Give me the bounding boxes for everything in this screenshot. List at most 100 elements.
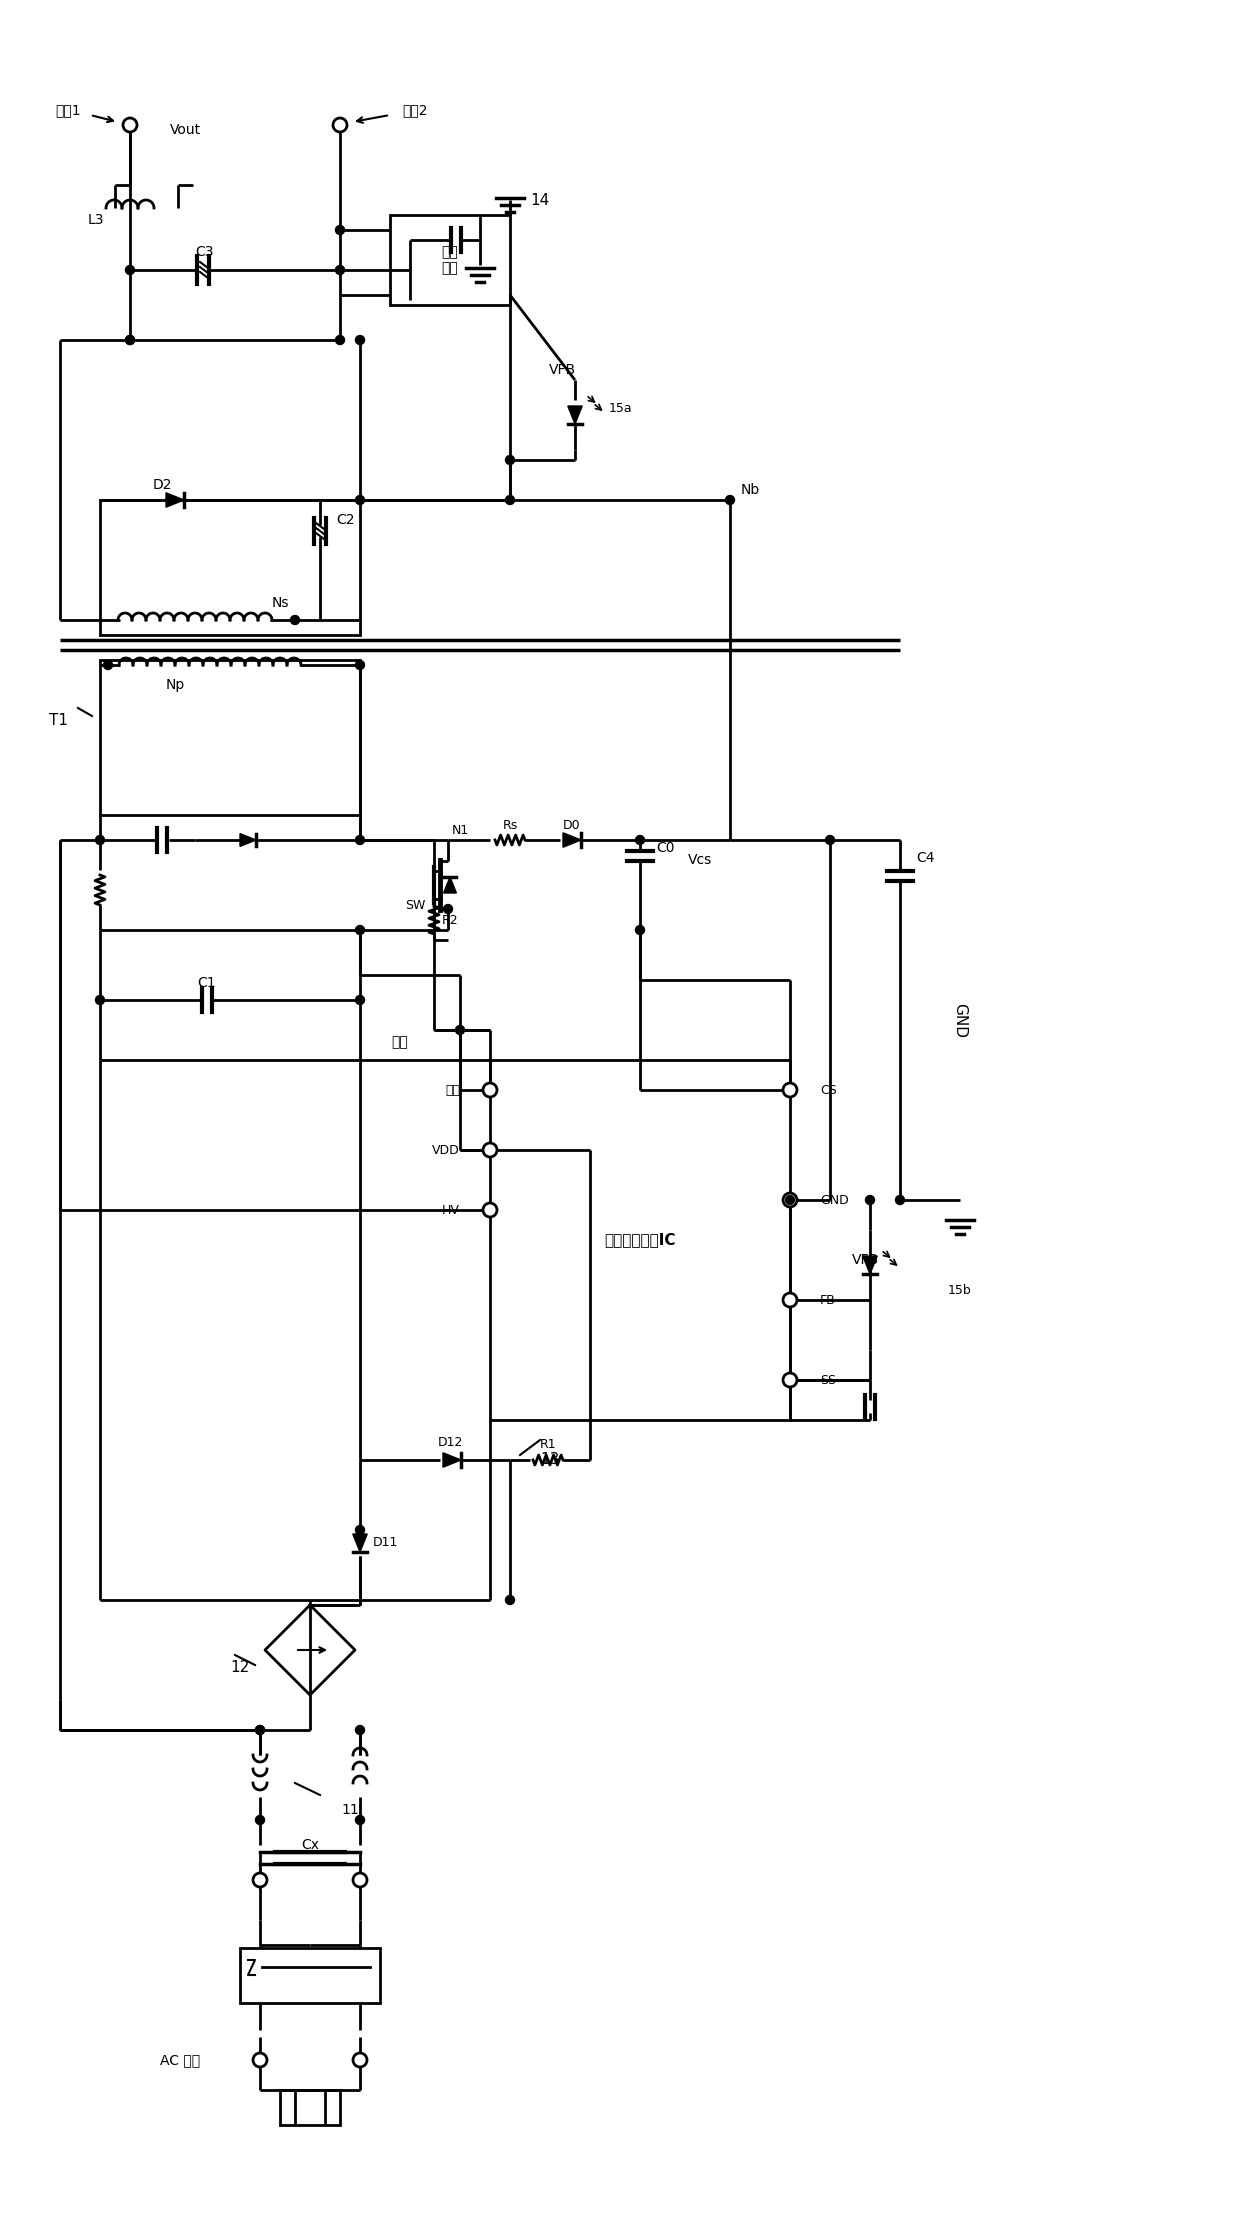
Text: C4: C4 xyxy=(916,850,934,866)
Circle shape xyxy=(356,661,365,670)
Text: C1: C1 xyxy=(197,975,216,991)
Circle shape xyxy=(444,904,453,913)
Text: Ns: Ns xyxy=(272,597,289,610)
Circle shape xyxy=(866,1195,874,1204)
Circle shape xyxy=(636,926,645,935)
Text: HV: HV xyxy=(443,1204,460,1215)
Circle shape xyxy=(782,1293,797,1307)
Text: 13: 13 xyxy=(541,1454,559,1467)
Circle shape xyxy=(336,225,345,234)
Text: Nb: Nb xyxy=(740,483,760,496)
Circle shape xyxy=(356,1525,365,1534)
Text: 14: 14 xyxy=(531,191,549,207)
Text: L3: L3 xyxy=(88,214,104,227)
Polygon shape xyxy=(443,1454,461,1467)
Text: C3: C3 xyxy=(195,245,213,258)
Circle shape xyxy=(95,835,104,844)
Text: T1: T1 xyxy=(48,712,67,728)
Polygon shape xyxy=(444,877,456,893)
Circle shape xyxy=(95,995,104,1004)
Text: N1: N1 xyxy=(451,824,469,837)
Text: D12: D12 xyxy=(438,1436,463,1449)
Text: SW: SW xyxy=(404,899,425,910)
Text: Vout: Vout xyxy=(170,122,201,138)
Circle shape xyxy=(356,835,365,844)
Polygon shape xyxy=(863,1255,877,1273)
Circle shape xyxy=(125,336,134,345)
Circle shape xyxy=(125,265,134,274)
Circle shape xyxy=(356,1816,365,1825)
Circle shape xyxy=(725,496,734,505)
Text: R1: R1 xyxy=(539,1438,557,1451)
Circle shape xyxy=(356,926,365,935)
Bar xyxy=(241,1948,379,2003)
Circle shape xyxy=(484,1142,497,1158)
Circle shape xyxy=(356,336,365,345)
Text: FB: FB xyxy=(820,1293,836,1307)
Text: 12: 12 xyxy=(231,1661,249,1676)
Bar xyxy=(100,501,360,634)
Bar xyxy=(100,659,360,815)
Text: 输出1: 输出1 xyxy=(56,102,81,118)
Polygon shape xyxy=(166,492,184,508)
Text: 一次侧控制用IC: 一次侧控制用IC xyxy=(604,1233,676,1247)
Text: Vcs: Vcs xyxy=(688,853,712,866)
Polygon shape xyxy=(568,405,583,423)
Circle shape xyxy=(356,995,365,1004)
Text: GND: GND xyxy=(820,1193,848,1206)
Text: SS: SS xyxy=(820,1373,836,1387)
Polygon shape xyxy=(353,1534,367,1552)
Circle shape xyxy=(506,456,515,465)
Text: D11: D11 xyxy=(372,1536,398,1549)
Text: C0: C0 xyxy=(656,841,675,855)
Text: VFB: VFB xyxy=(548,363,575,376)
Text: 15a: 15a xyxy=(608,401,632,414)
Circle shape xyxy=(290,617,300,626)
Circle shape xyxy=(826,835,835,844)
Circle shape xyxy=(334,118,347,131)
Text: C2: C2 xyxy=(336,512,355,528)
Text: R2: R2 xyxy=(441,913,459,926)
Text: 11: 11 xyxy=(341,1803,358,1816)
Polygon shape xyxy=(563,833,582,848)
Text: 输出: 输出 xyxy=(445,1084,460,1097)
Circle shape xyxy=(484,1202,497,1218)
Polygon shape xyxy=(241,833,255,846)
Bar xyxy=(280,2090,340,2126)
Text: VDD: VDD xyxy=(433,1144,460,1158)
Circle shape xyxy=(782,1193,797,1206)
Bar xyxy=(490,1060,790,1420)
Circle shape xyxy=(353,1872,367,1888)
Text: AC 输入: AC 输入 xyxy=(160,2052,200,2068)
Circle shape xyxy=(636,835,645,844)
Circle shape xyxy=(356,496,365,505)
Circle shape xyxy=(255,1725,264,1734)
Text: GND: GND xyxy=(952,1002,967,1037)
Text: 输出2: 输出2 xyxy=(402,102,428,118)
Text: VFB: VFB xyxy=(852,1253,879,1267)
Circle shape xyxy=(125,336,134,345)
Text: Np: Np xyxy=(165,679,185,692)
Circle shape xyxy=(253,1872,267,1888)
Circle shape xyxy=(506,1596,515,1605)
Text: D2: D2 xyxy=(153,479,172,492)
Bar xyxy=(391,216,510,305)
Circle shape xyxy=(336,265,345,274)
Circle shape xyxy=(782,1084,797,1097)
Circle shape xyxy=(255,1816,264,1825)
Text: D0: D0 xyxy=(563,819,580,833)
Text: 15b: 15b xyxy=(949,1284,972,1296)
Text: 检测
电路: 检测 电路 xyxy=(441,245,459,276)
Circle shape xyxy=(255,1725,264,1734)
Text: Cx: Cx xyxy=(301,1839,319,1852)
Circle shape xyxy=(455,1026,465,1035)
Text: CS: CS xyxy=(820,1084,837,1097)
Circle shape xyxy=(782,1373,797,1387)
Circle shape xyxy=(123,118,136,131)
Circle shape xyxy=(895,1195,904,1204)
Text: Rs: Rs xyxy=(502,819,517,833)
Circle shape xyxy=(356,1725,365,1734)
Circle shape xyxy=(785,1195,795,1204)
Circle shape xyxy=(336,336,345,345)
Circle shape xyxy=(103,661,113,670)
